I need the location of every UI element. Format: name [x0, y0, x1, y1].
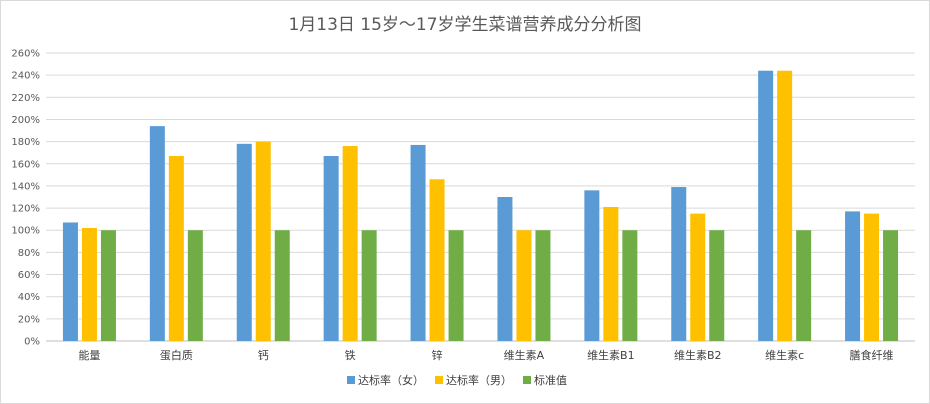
bar [883, 230, 899, 341]
bar [342, 146, 358, 341]
bar [584, 190, 600, 341]
bar [429, 179, 445, 341]
bar [81, 228, 97, 341]
y-tick-label: 160% [11, 159, 40, 170]
bar [236, 143, 252, 341]
bar [671, 187, 687, 341]
x-tick-label: 膳食纤维 [850, 348, 894, 362]
bar [497, 197, 513, 341]
bar [796, 230, 812, 341]
y-tick-label: 100% [11, 226, 40, 237]
x-tick-label: 蛋白质 [160, 348, 193, 362]
x-tick-label: 铁 [345, 349, 356, 362]
legend-label: 达标率（男） [446, 373, 512, 387]
bar [187, 230, 203, 341]
bar [100, 230, 116, 341]
bar [62, 222, 78, 341]
x-tick-label: 维生素A [504, 348, 545, 362]
bar [361, 230, 377, 341]
x-tick-label: 锌 [432, 348, 443, 362]
bar [622, 230, 638, 341]
y-tick-label: 120% [11, 204, 40, 215]
bar [690, 213, 706, 341]
bar [168, 156, 184, 341]
x-tick-label: 维生素B1 [587, 348, 635, 362]
bar [448, 230, 464, 341]
y-tick-label: 180% [11, 137, 40, 148]
y-tick-label: 20% [18, 314, 40, 325]
chart-title: 1月13日 15岁～17岁学生菜谱营养成分分析图 [288, 15, 642, 35]
bar [410, 144, 426, 341]
y-tick-label: 40% [18, 292, 40, 303]
y-tick-label: 140% [11, 181, 40, 192]
y-tick-label: 0% [24, 337, 40, 348]
legend-swatch [523, 376, 531, 384]
x-tick-label: 钙 [258, 348, 269, 362]
legend-label: 标准值 [534, 373, 567, 387]
y-tick-label: 220% [11, 93, 40, 104]
bar [274, 230, 290, 341]
y-tick-label: 200% [11, 115, 40, 126]
bar [777, 70, 793, 341]
y-tick-label: 260% [11, 49, 40, 60]
bar [758, 70, 774, 341]
bar [516, 230, 532, 341]
y-tick-label: 80% [18, 248, 40, 259]
x-tick-label: 维生素c [765, 348, 804, 362]
bar [864, 213, 880, 341]
x-tick-label: 能量 [78, 348, 100, 362]
bar [255, 141, 271, 341]
x-tick-label: 维生素B2 [674, 348, 722, 362]
bar [845, 211, 861, 341]
bar [709, 230, 725, 341]
y-tick-label: 60% [18, 270, 40, 281]
legend-label: 达标率（女） [358, 373, 424, 387]
legend-swatch [435, 376, 443, 384]
bar [535, 230, 551, 341]
y-tick-label: 240% [11, 71, 40, 82]
bar [323, 156, 339, 341]
legend-swatch [347, 376, 355, 384]
bar [603, 206, 619, 341]
bar [149, 126, 165, 341]
